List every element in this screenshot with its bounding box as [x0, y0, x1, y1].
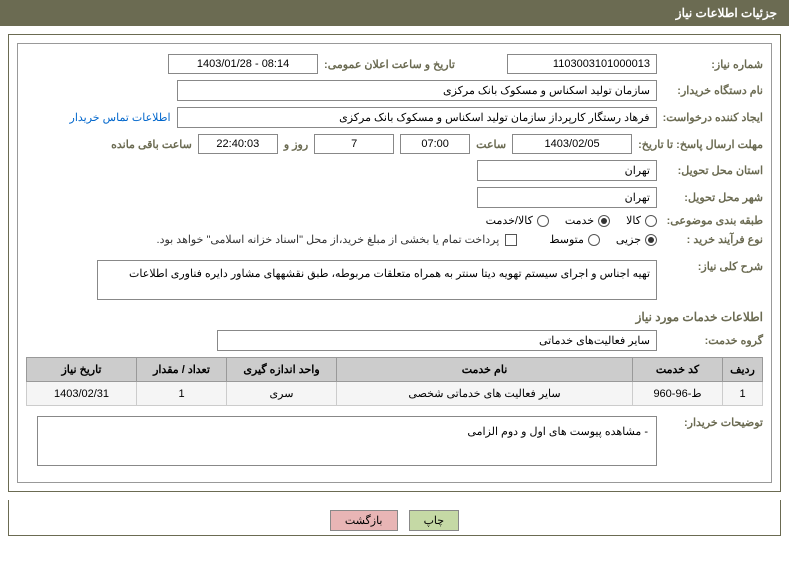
time-label: ساعت: [476, 138, 506, 151]
radio-both-label: کالا/خدمت: [486, 214, 533, 227]
radio-both[interactable]: کالا/خدمت: [486, 214, 549, 227]
page-title: جزئیات اطلاعات نیاز: [0, 0, 789, 26]
category-radio-group: کالا خدمت کالا/خدمت: [486, 214, 657, 227]
province-label: استان محل تحویل:: [663, 164, 763, 177]
table-header: تعداد / مقدار: [137, 358, 227, 382]
need-no-label: شماره نیاز:: [663, 58, 763, 71]
contact-link[interactable]: اطلاعات تماس خریدار: [70, 111, 171, 124]
radio-icon: [598, 215, 610, 227]
table-header: تاریخ نیاز: [27, 358, 137, 382]
radio-service-label: خدمت: [565, 214, 594, 227]
purchase-type-radio-group: جزیی متوسط: [549, 233, 657, 246]
back-button[interactable]: بازگشت: [330, 510, 398, 531]
services-header: اطلاعات خدمات مورد نیاز: [26, 310, 763, 324]
table-header: ردیف: [723, 358, 763, 382]
desc-text: تهیه اجناس و اجرای سیستم تهویه دیتا سنتر…: [97, 260, 657, 300]
city-label: شهر محل تحویل:: [663, 191, 763, 204]
announce-value: 1403/01/28 - 08:14: [168, 54, 318, 74]
countdown: 22:40:03: [198, 134, 278, 154]
buyer-org-label: نام دستگاه خریدار:: [663, 84, 763, 97]
radio-icon: [645, 215, 657, 227]
radio-medium[interactable]: متوسط: [549, 233, 600, 246]
buyer-notes: - مشاهده پیوست های اول و دوم الزامی: [37, 416, 657, 466]
buyer-notes-label: توضیحات خریدار:: [663, 416, 763, 429]
table-cell: ط-96-960: [633, 382, 723, 406]
table-cell: 1403/02/31: [27, 382, 137, 406]
radio-medium-label: متوسط: [549, 233, 584, 246]
radio-icon: [645, 234, 657, 246]
requester-value: فرهاد رستگار کارپرداز سازمان تولید اسکنا…: [177, 107, 657, 128]
deadline-time: 07:00: [400, 134, 470, 154]
group-value: سایر فعالیت‌های خدماتی: [217, 330, 657, 351]
days-and-label: روز و: [284, 138, 308, 151]
remaining-label: ساعت باقی مانده: [111, 138, 192, 151]
deadline-label: مهلت ارسال پاسخ: تا تاریخ:: [638, 138, 763, 151]
form-panel: شماره نیاز: 1103003101000013 تاریخ و ساع…: [17, 43, 772, 483]
table-cell: سایر فعالیت های خدماتی شخصی: [337, 382, 633, 406]
announce-label: تاریخ و ساعت اعلان عمومی:: [324, 58, 455, 71]
need-no-value: 1103003101000013: [507, 54, 657, 74]
province-value: تهران: [477, 160, 657, 181]
days-remaining: 7: [314, 134, 394, 154]
table-cell: سری: [227, 382, 337, 406]
radio-service[interactable]: خدمت: [565, 214, 610, 227]
radio-icon: [537, 215, 549, 227]
treasury-checkbox[interactable]: [505, 234, 517, 246]
table-header: کد خدمت: [633, 358, 723, 382]
deadline-date: 1403/02/05: [512, 134, 632, 154]
table-header: نام خدمت: [337, 358, 633, 382]
desc-label: شرح کلی نیاز:: [663, 260, 763, 273]
purchase-type-label: نوع فرآیند خرید :: [663, 233, 763, 246]
city-value: تهران: [477, 187, 657, 208]
radio-icon: [588, 234, 600, 246]
table-row: 1ط-96-960سایر فعالیت های خدماتی شخصیسری1…: [27, 382, 763, 406]
radio-goods-label: کالا: [626, 214, 641, 227]
main-frame: شماره نیاز: 1103003101000013 تاریخ و ساع…: [8, 34, 781, 492]
category-label: طبقه بندی موضوعی:: [663, 214, 763, 227]
table-cell: 1: [137, 382, 227, 406]
table-cell: 1: [723, 382, 763, 406]
radio-minor-label: جزیی: [616, 233, 641, 246]
requester-label: ایجاد کننده درخواست:: [663, 111, 763, 124]
group-label: گروه خدمت:: [663, 334, 763, 347]
button-row: چاپ بازگشت: [8, 500, 781, 536]
services-table: ردیفکد خدمتنام خدمتواحد اندازه گیریتعداد…: [26, 357, 763, 406]
print-button[interactable]: چاپ: [409, 510, 460, 531]
radio-goods[interactable]: کالا: [626, 214, 657, 227]
treasury-note: پرداخت تمام یا بخشی از مبلغ خرید،از محل …: [157, 233, 500, 246]
table-header: واحد اندازه گیری: [227, 358, 337, 382]
buyer-org-value: سازمان تولید اسکناس و مسکوک بانک مرکزی: [177, 80, 657, 101]
radio-minor[interactable]: جزیی: [616, 233, 657, 246]
